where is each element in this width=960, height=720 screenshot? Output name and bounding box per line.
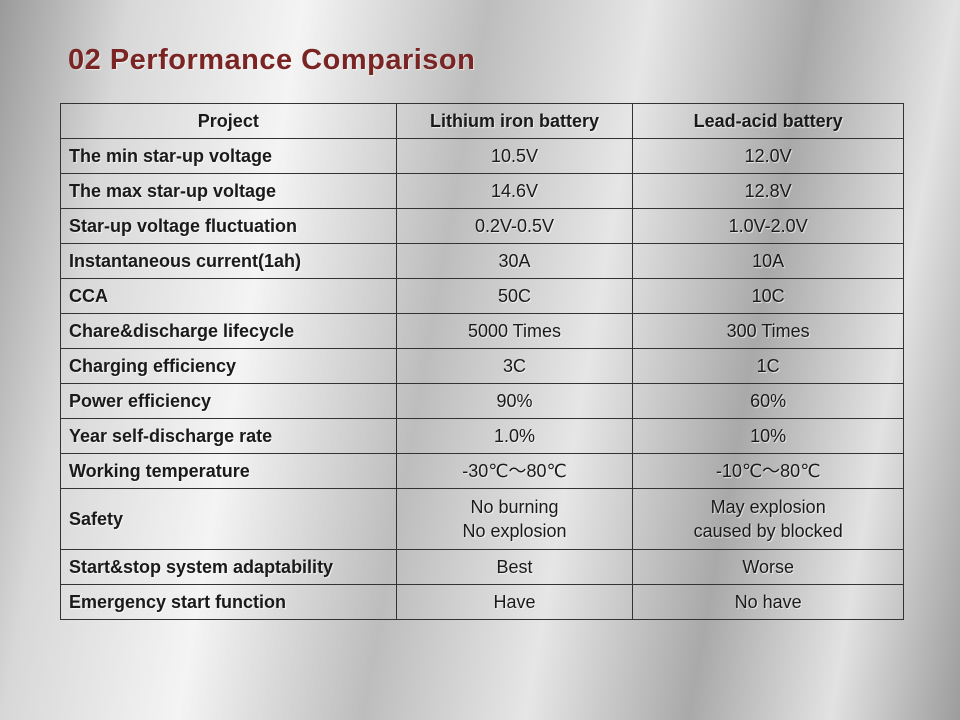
- table-cell: Have: [395, 584, 634, 620]
- table-row: Emergency start function Have No have: [60, 584, 904, 620]
- table-cell: 90%: [395, 383, 634, 419]
- row-label: Charging efficiency: [60, 348, 397, 384]
- table-row: Charging efficiency 3C 1C: [60, 348, 904, 384]
- cell-line: No explosion: [462, 521, 567, 541]
- table-cell: 12.0V: [632, 138, 904, 174]
- table-cell: 300 Times: [632, 313, 904, 349]
- table-cell: 1.0V-2.0V: [632, 208, 904, 244]
- row-label: Star-up voltage fluctuation: [60, 208, 397, 244]
- table-row: The max star-up voltage 14.6V 12.8V: [60, 173, 904, 209]
- table-row: Chare&discharge lifecycle 5000 Times 300 T…: [60, 313, 904, 349]
- row-label: The max star-up voltage: [60, 173, 397, 209]
- cell-line: caused by blocked: [693, 521, 843, 541]
- table-cell: 10.5V: [395, 138, 634, 174]
- row-label: CCA: [60, 278, 397, 314]
- cell-line: No burning: [470, 497, 559, 517]
- table-row: The min star-up voltage 10.5V 12.0V: [60, 138, 904, 174]
- table-row: Star-up voltage fluctuation 0.2V-0.5V 1.0V…: [60, 208, 904, 244]
- table-row: Safety No burning No explosion May explosio…: [60, 488, 904, 550]
- row-label: Chare&discharge lifecycle: [60, 313, 397, 349]
- column-header: Lithium iron battery: [395, 103, 634, 139]
- table-row: CCA 50C 10C: [60, 278, 904, 314]
- table-row: Working temperature -30℃～80℃ -10℃～80℃: [60, 453, 904, 489]
- table-cell: 12.8V: [632, 173, 904, 209]
- table-row: Year self-discharge rate 1.0% 10%: [60, 418, 904, 454]
- table-cell: -10℃～80℃: [632, 453, 904, 489]
- table-cell: 5000 Times: [395, 313, 634, 349]
- table-cell: 10%: [632, 418, 904, 454]
- table-cell: 50C: [395, 278, 634, 314]
- table-cell: 10C: [632, 278, 904, 314]
- table-cell: Worse: [632, 549, 904, 585]
- table-cell: May explosion caused by blocked: [632, 488, 904, 550]
- table-cell: 30A: [395, 243, 634, 279]
- table-cell: 60%: [632, 383, 904, 419]
- table-cell: Best: [395, 549, 634, 585]
- table-body: The min star-up voltage 10.5V 12.0V The max…: [60, 138, 904, 620]
- row-label: Year self-discharge rate: [60, 418, 397, 454]
- table-cell: 10A: [632, 243, 904, 279]
- table-cell: 14.6V: [395, 173, 634, 209]
- table-cell: 1.0%: [395, 418, 634, 454]
- table-row: Start&stop system adaptability Best Worse: [60, 549, 904, 585]
- row-label: Power efficiency: [60, 383, 397, 419]
- table-cell: No burning No explosion: [395, 488, 634, 550]
- table-cell: 3C: [395, 348, 634, 384]
- table-cell: 0.2V-0.5V: [395, 208, 634, 244]
- row-label: Safety: [60, 488, 397, 550]
- table-row: Instantaneous current(1ah) 30A 10A: [60, 243, 904, 279]
- row-label: Emergency start function: [60, 584, 397, 620]
- cell-line: May explosion: [710, 497, 826, 517]
- slide-title: 02 Performance Comparison: [68, 44, 476, 76]
- table-cell: 1C: [632, 348, 904, 384]
- header-row: Project Lithium iron battery Lead-acid bat…: [60, 103, 904, 139]
- column-header: Project: [60, 103, 397, 139]
- table-cell: -30℃～80℃: [395, 453, 634, 489]
- row-label: Start&stop system adaptability: [60, 549, 397, 585]
- row-label: Working temperature: [60, 453, 397, 489]
- row-label: The min star-up voltage: [60, 138, 397, 174]
- row-label: Instantaneous current(1ah): [60, 243, 397, 279]
- column-header: Lead-acid battery: [632, 103, 904, 139]
- table-cell: No have: [632, 584, 904, 620]
- comparison-table: Project Lithium iron battery Lead-acid bat…: [60, 103, 904, 620]
- table-head: Project Lithium iron battery Lead-acid bat…: [60, 103, 904, 139]
- table-row: Power efficiency 90% 60%: [60, 383, 904, 419]
